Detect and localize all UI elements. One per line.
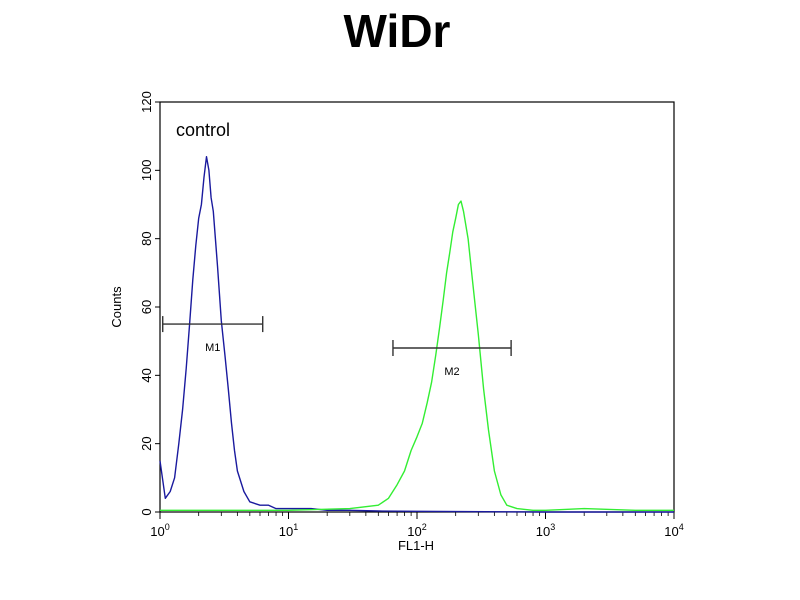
x-tick-label: 101 bbox=[279, 522, 298, 539]
plot-frame bbox=[159, 101, 675, 513]
y-tick-label: 0 bbox=[139, 508, 154, 515]
y-axis: 0 20 40 60 80 100 120 bbox=[139, 91, 160, 516]
y-tick-label: 60 bbox=[139, 300, 154, 314]
x-axis: 100 101 102 103 104 bbox=[150, 512, 684, 539]
marker-label: M2 bbox=[444, 366, 459, 378]
y-tick-label: 120 bbox=[139, 91, 154, 113]
markers-layer: M1 M2 bbox=[162, 316, 512, 378]
chart-title: WiDr bbox=[344, 5, 451, 57]
x-tick-label: 103 bbox=[536, 522, 555, 539]
marker-label: M1 bbox=[205, 342, 220, 354]
y-axis-label: Counts bbox=[109, 286, 124, 328]
series-line-2 bbox=[160, 200, 674, 511]
x-tick-label: 102 bbox=[407, 522, 426, 539]
x-axis-label: FL1-H bbox=[398, 538, 434, 553]
y-tick-label: 40 bbox=[139, 368, 154, 382]
x-tick-label: 100 bbox=[150, 522, 169, 539]
control-annotation: control bbox=[176, 120, 230, 140]
series-layer bbox=[159, 155, 674, 513]
y-tick-label: 80 bbox=[139, 231, 154, 245]
y-tick-label: 100 bbox=[139, 159, 154, 181]
y-tick-label: 20 bbox=[139, 436, 154, 450]
x-tick-label: 104 bbox=[664, 522, 683, 539]
series-line-1 bbox=[159, 155, 674, 513]
